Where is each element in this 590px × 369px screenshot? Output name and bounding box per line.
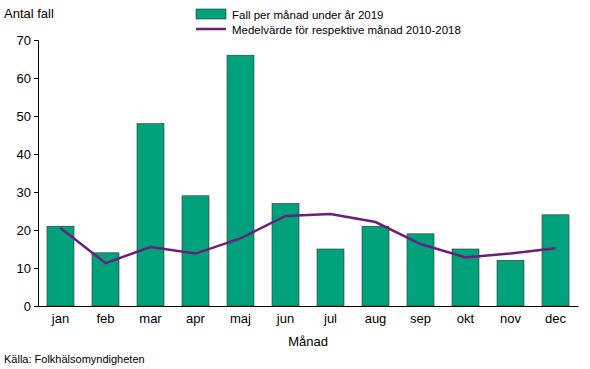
tick: okt: [457, 306, 475, 326]
axis-line: [34, 41, 39, 307]
bar: [137, 124, 164, 306]
tick: 30: [17, 185, 38, 200]
tick-label: 0: [24, 299, 31, 314]
legend: Fall per månad under år 2019 Medelvärde f…: [196, 9, 461, 36]
legend-swatch: [196, 28, 226, 31]
x-axis: jan feb mar apr maj jun jul aug sep okt nov dec: [39, 306, 579, 326]
tick-mark: [34, 230, 38, 231]
y-axis: 0 10 20 30 40 50 60 70: [17, 33, 39, 314]
tick-label: mar: [139, 311, 162, 326]
tick-label: jan: [51, 311, 69, 326]
tick: nov: [500, 306, 521, 326]
tick: sep: [410, 306, 431, 326]
tick-mark: [34, 40, 38, 41]
tick-label: nov: [500, 311, 521, 326]
bar: [497, 260, 524, 306]
tick: 70: [17, 33, 38, 48]
tick-label: sep: [410, 311, 431, 326]
bar: [317, 249, 344, 306]
tick: jul: [323, 306, 337, 326]
tick-label: 10: [17, 261, 31, 276]
tick-label: 50: [17, 109, 31, 124]
legend-swatch: [196, 9, 226, 19]
tick-label: 30: [17, 185, 31, 200]
tick-mark: [34, 78, 38, 79]
legend-label: Medelvärde för respektive månad 2010-201…: [232, 24, 461, 36]
tick-label: feb: [96, 311, 114, 326]
tick: dec: [545, 306, 566, 326]
tick: mar: [139, 306, 162, 326]
bar: [227, 55, 254, 306]
tick: 20: [17, 223, 38, 238]
tick: maj: [230, 306, 251, 326]
tick: 10: [17, 261, 38, 276]
axis-line: [39, 306, 579, 307]
tick: 0: [24, 299, 38, 314]
tick-label: 40: [17, 147, 31, 162]
tick-label: maj: [230, 311, 251, 326]
tick: feb: [96, 306, 114, 326]
bar: [272, 203, 299, 306]
legend-item: Fall per månad under år 2019: [196, 9, 384, 21]
tick-mark: [34, 154, 38, 155]
tick-label: 70: [17, 33, 31, 48]
tick: aug: [365, 306, 387, 326]
plot: 0 10 20 30 40 50 60 70 jan feb mar apr maj jun jul aug s…: [17, 33, 579, 327]
tick: jun: [276, 306, 294, 326]
tick-label: 60: [17, 71, 31, 86]
tick-mark: [34, 268, 38, 269]
y-axis-title: Antal fall: [4, 6, 54, 21]
line: [61, 214, 556, 263]
tick-mark: [34, 192, 38, 193]
bar-series: [47, 55, 569, 306]
x-axis-title: Månad: [288, 334, 328, 349]
marks: [47, 55, 569, 306]
tick-mark: [34, 116, 38, 117]
tick-label: aug: [365, 311, 387, 326]
tick-label: okt: [457, 311, 475, 326]
legend-item: Medelvärde för respektive månad 2010-201…: [196, 24, 461, 36]
bar: [542, 215, 569, 306]
tick-mark: [34, 306, 38, 307]
bar: [362, 226, 389, 306]
chart: 0 10 20 30 40 50 60 70 jan feb mar apr maj jun jul aug s…: [0, 0, 590, 369]
tick: 50: [17, 109, 38, 124]
tick-label: jul: [323, 311, 337, 326]
tick-label: jun: [276, 311, 294, 326]
tick: jan: [51, 306, 69, 326]
tick-label: dec: [545, 311, 566, 326]
tick: apr: [186, 306, 205, 326]
tick-label: 20: [17, 223, 31, 238]
tick: 60: [17, 71, 38, 86]
tick: 40: [17, 147, 38, 162]
tick-label: apr: [186, 311, 205, 326]
legend-label: Fall per månad under år 2019: [232, 9, 384, 21]
bar: [47, 226, 74, 306]
source: Källa: Folkhälsomyndigheten: [4, 353, 145, 365]
